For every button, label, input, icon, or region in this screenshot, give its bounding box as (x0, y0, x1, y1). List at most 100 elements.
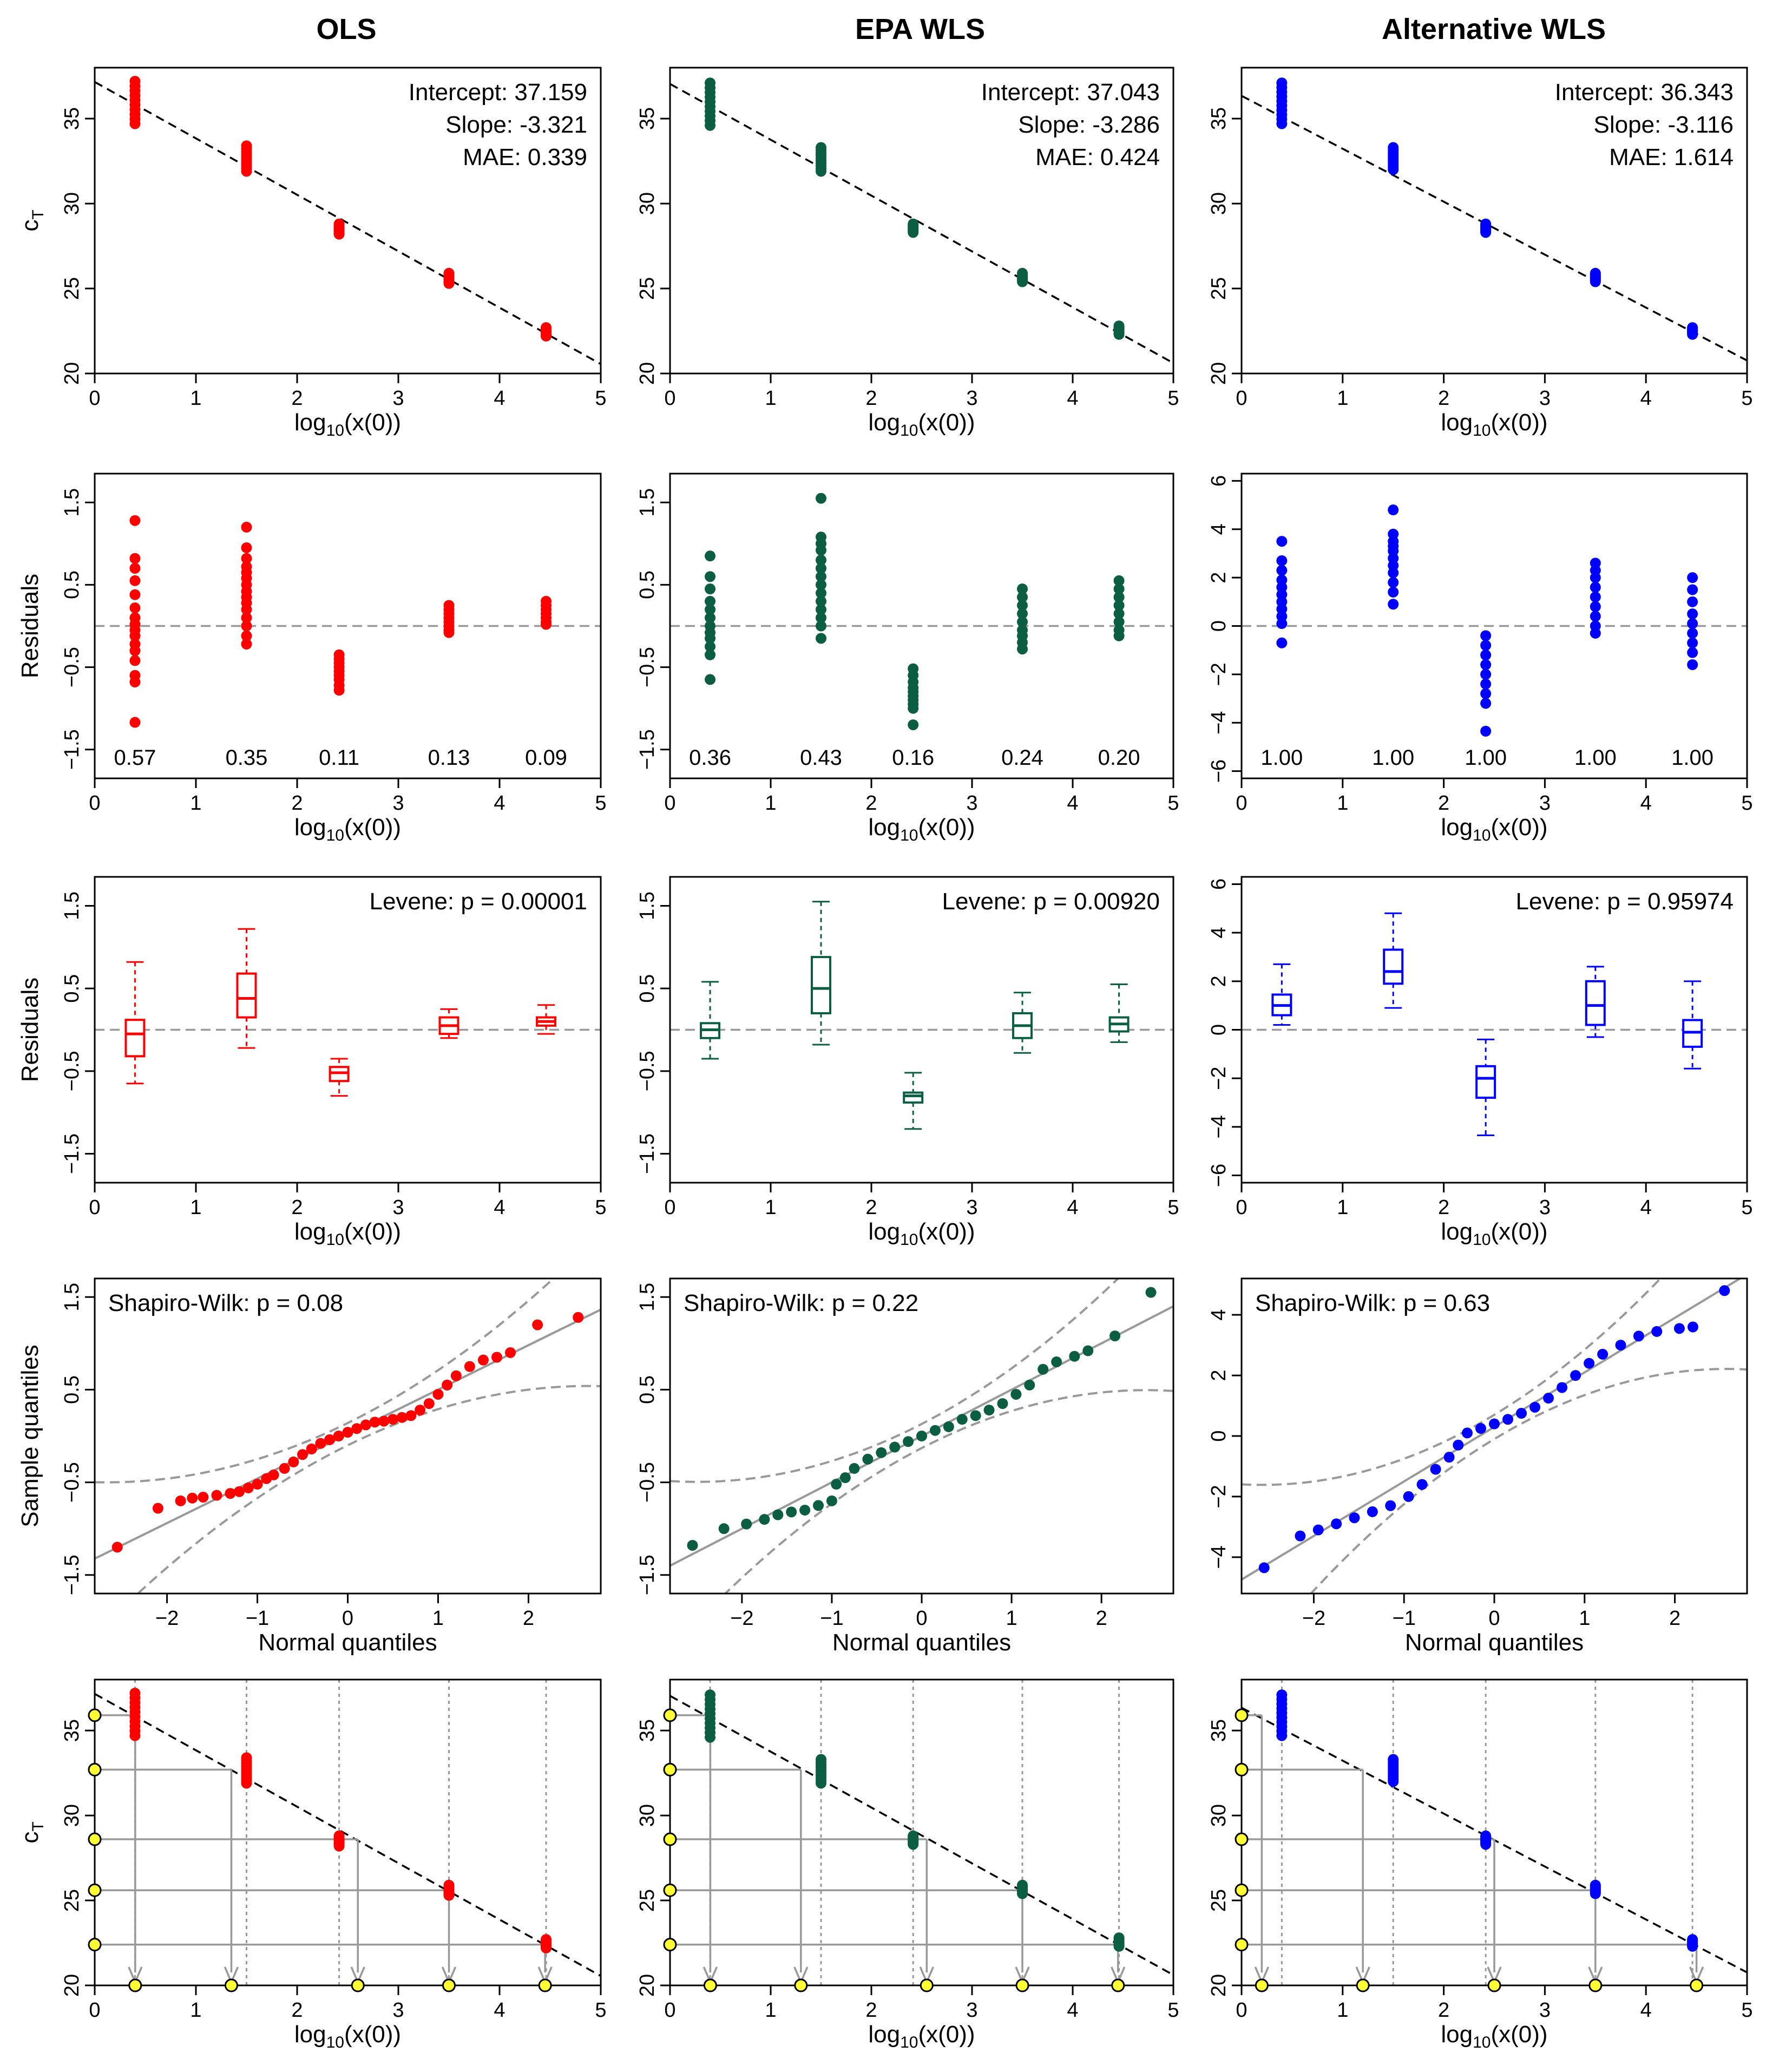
panel-r5-epa: 0 1 2 3 4 5 20 25 30 35 log10(x(0)) (636, 1678, 1179, 2051)
residual-point (816, 579, 826, 591)
qq-point (464, 1361, 475, 1372)
data-point (129, 76, 141, 87)
x-tick-label: 5 (1741, 1999, 1752, 2022)
box (903, 1091, 924, 1104)
data-point (129, 1688, 141, 1699)
weight-label: 0.24 (1001, 746, 1043, 770)
y-tick-label: −0.5 (61, 1051, 83, 1091)
panel-r3-epa: 0 1 2 3 4 5 −1.5 −0.5 0.5 1.5 log10(x(0)) Levene: p… (636, 876, 1179, 1249)
data-point (816, 142, 826, 153)
residual-point (705, 604, 716, 615)
data-point (1480, 1830, 1492, 1841)
qq-point (360, 1419, 371, 1431)
residual-point (705, 571, 716, 582)
estimate-marker (442, 1978, 456, 1992)
estimate-marker (1588, 1978, 1603, 1992)
residual-point (1590, 572, 1601, 583)
panel-r5-ols: 0 1 2 3 4 5 20 25 30 35 log10(x(0)) cT (17, 1678, 607, 2051)
confidence-band-lower (136, 1385, 601, 1594)
qq-point (1082, 1345, 1094, 1356)
y-tick-label: 1.5 (636, 891, 659, 920)
plot-area (670, 1680, 1173, 1985)
y-tick-label: −0.5 (636, 1051, 659, 1091)
qq-point (831, 1479, 842, 1490)
estimate-marker (1111, 1978, 1125, 1992)
y-tick-label: 0.5 (636, 1375, 659, 1404)
x-tick-label: 5 (1167, 1196, 1179, 1219)
y-tick-label: 1.5 (61, 488, 83, 517)
qq-point (862, 1453, 874, 1465)
residual-point (241, 553, 252, 564)
x-tick-label: −2 (155, 1607, 179, 1630)
estimate-marker (351, 1978, 365, 1992)
plot-area (670, 77, 1173, 364)
qq-point (1069, 1350, 1080, 1362)
panel-r1-epa: 0 1 2 3 4 5 20 25 30 35 log10(x(0)) Intercept: 37.0… (636, 67, 1179, 440)
x-axis-label: log10(x(0)) (294, 1218, 401, 1249)
x-tick-label: 0 (342, 1607, 353, 1630)
plot-frame (669, 67, 1174, 375)
qq-point (387, 1414, 398, 1425)
qq-point (491, 1352, 502, 1363)
x-tick-label: 4 (1067, 1196, 1078, 1219)
residual-point (705, 649, 716, 660)
fit-annotation: MAE: 0.424 (1035, 144, 1160, 171)
x-tick-label: 4 (494, 1999, 505, 2022)
x-tick-label: 0 (1236, 1999, 1247, 2022)
residual-point (129, 562, 141, 574)
y-tick-label: 35 (636, 1719, 659, 1742)
residual-point (1687, 659, 1698, 670)
data-point (908, 218, 919, 230)
qq-point (1584, 1358, 1595, 1369)
y-tick-label: 35 (1207, 1719, 1230, 1742)
x-tick-label: −1 (820, 1607, 843, 1630)
weight-label: 0.43 (800, 746, 842, 770)
x-axis-label: Normal quantiles (832, 1629, 1011, 1656)
residual-point (1687, 647, 1698, 658)
residual-point (1480, 698, 1492, 709)
qq-point (1570, 1370, 1581, 1381)
residual-point (816, 493, 826, 504)
confidence-band-upper (670, 1278, 1120, 1483)
panel-r4-alt: −2 −1 0 1 2 −4 −2 0 2 4 Normal quantiles Shapiro-Wi… (1207, 1277, 1748, 1656)
estimate-marker (1690, 1978, 1704, 1992)
x-tick-label: 1 (765, 1196, 776, 1219)
y-axis-label: Sample quantiles (17, 1345, 43, 1527)
y-tick-label: −6 (1207, 1164, 1230, 1187)
y-tick-label: −4 (1207, 1545, 1230, 1569)
y-tick-label: 20 (636, 1974, 659, 1997)
weight-label: 1.00 (1574, 746, 1617, 770)
y-tick-label: −1.5 (61, 1133, 83, 1174)
y-tick-label: 20 (1207, 1974, 1230, 1997)
residual-point (129, 676, 141, 687)
qq-point (297, 1449, 308, 1460)
x-tick-label: 4 (1640, 792, 1652, 815)
y-tick-label: 0 (1207, 1430, 1230, 1441)
ct-level-marker (663, 1938, 677, 1952)
residual-point (333, 685, 345, 696)
x-tick-label: 1 (190, 792, 201, 815)
ct-level-marker (663, 1832, 677, 1846)
y-axis-label: cT (17, 1821, 47, 1843)
residual-point (1687, 596, 1698, 607)
residual-point (816, 595, 826, 607)
residual-point (1388, 567, 1399, 579)
x-tick-label: 2 (523, 1607, 534, 1630)
x-tick-label: 3 (1539, 1196, 1551, 1219)
x-axis-label: log10(x(0)) (1441, 409, 1547, 440)
qq-point (1349, 1512, 1360, 1524)
x-axis-label: Normal quantiles (258, 1629, 437, 1656)
x-tick-label: 2 (1669, 1607, 1680, 1630)
qq-point (378, 1415, 390, 1427)
residual-point (1388, 586, 1399, 598)
y-tick-label: −2 (1207, 663, 1230, 686)
plot-frame (94, 473, 602, 779)
qq-point (970, 1410, 981, 1421)
qq-point (225, 1488, 236, 1499)
y-tick-label: 1.5 (636, 1283, 659, 1312)
residual-point (816, 612, 826, 624)
levene-annotation: Levene: p = 0.00920 (942, 888, 1160, 915)
y-tick-label: 0 (1207, 620, 1230, 632)
data-point (1276, 77, 1288, 89)
